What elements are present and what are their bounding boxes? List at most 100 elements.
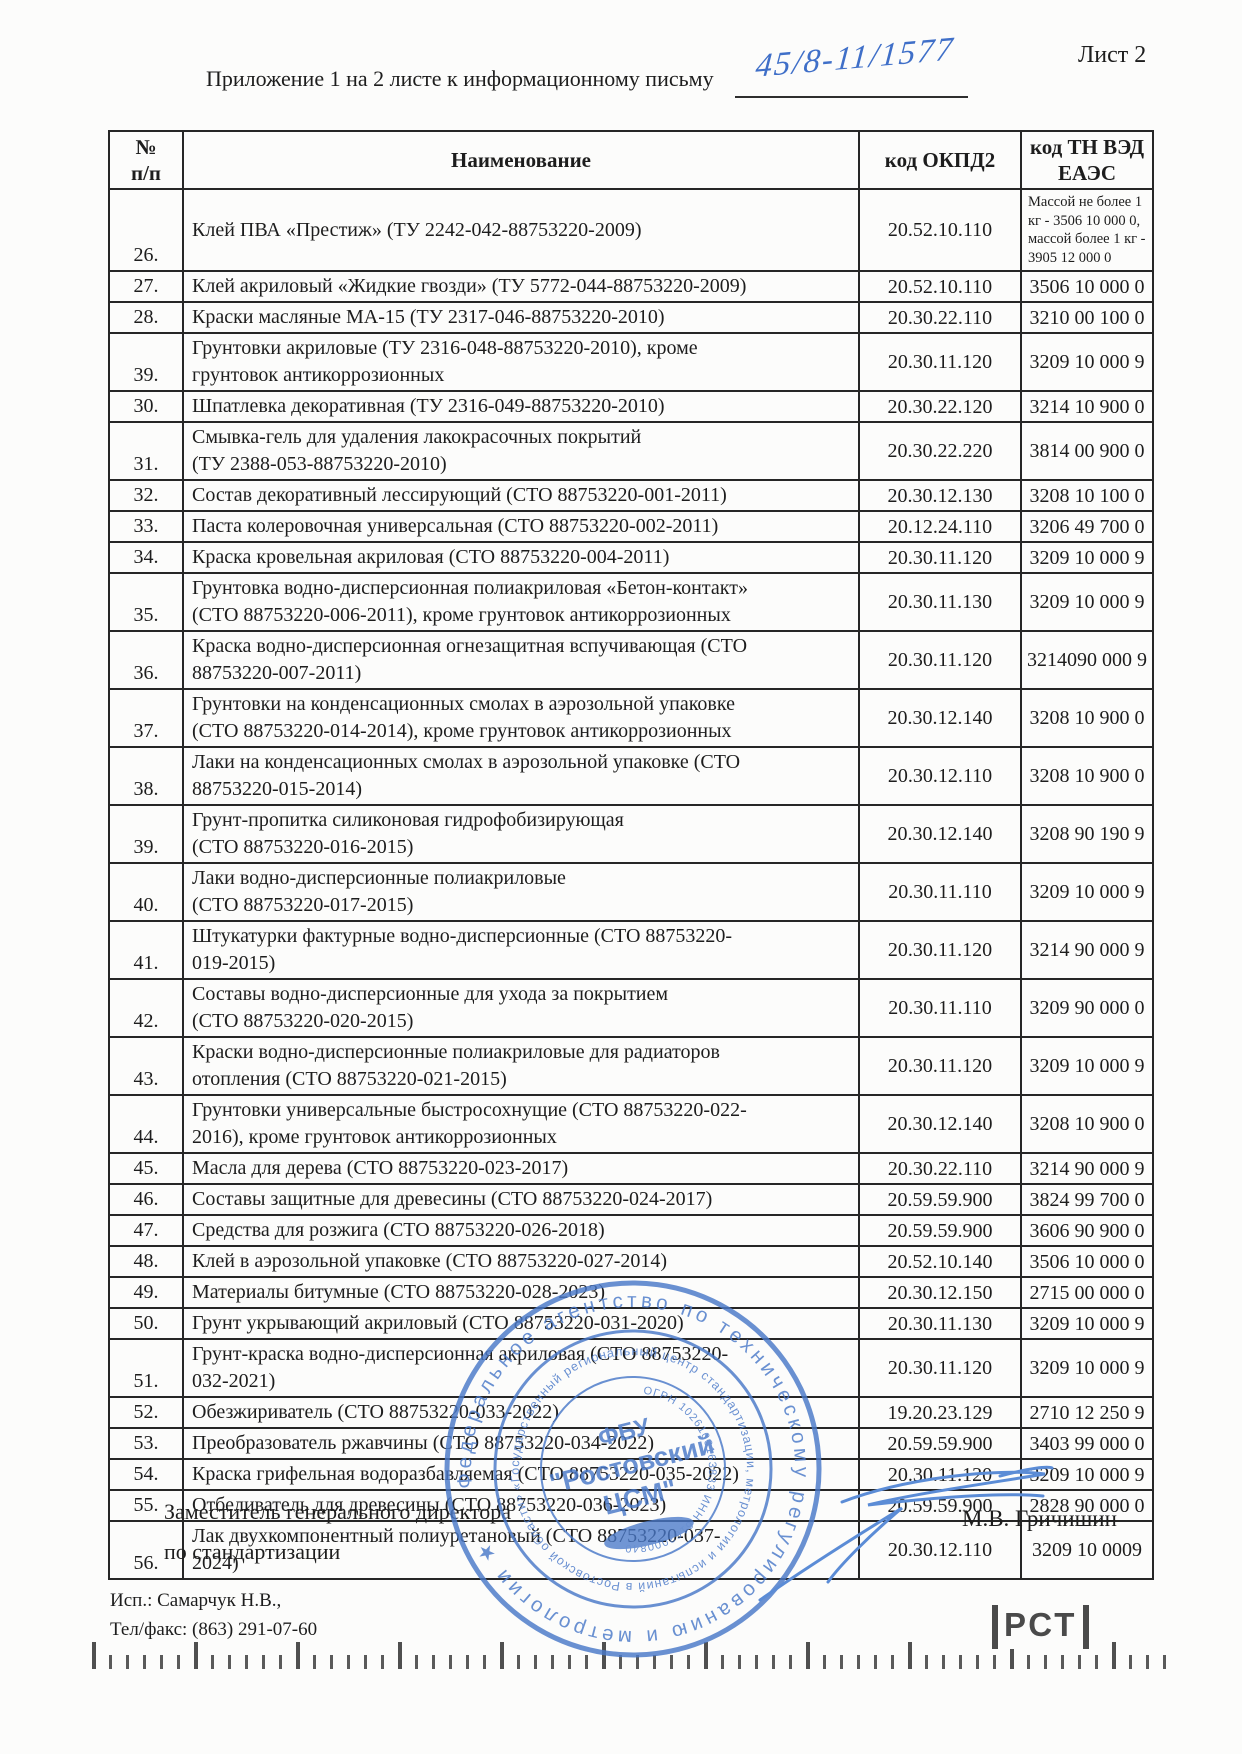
row-product-name: Состав декоративный лессирующий (СТО 887… bbox=[182, 479, 860, 512]
stamp-bottom-badge bbox=[604, 1516, 694, 1550]
row-okpd2-code: 20.59.59.900 bbox=[858, 1183, 1022, 1216]
row-number: 46. bbox=[108, 1183, 184, 1216]
row-product-name: Составы водно-дисперсионные для ухода за… bbox=[182, 978, 860, 1038]
row-okpd2-code: 20.30.12.130 bbox=[858, 479, 1022, 512]
row-okpd2-code: 20.59.59.900 bbox=[858, 1214, 1022, 1247]
row-tnved-code: Массой не более 1 кг - 3506 10 000 0, ма… bbox=[1020, 188, 1154, 272]
row-number: 31. bbox=[108, 421, 184, 481]
row-number: 50. bbox=[108, 1307, 184, 1340]
rst-mark: РСТ bbox=[988, 1605, 1094, 1649]
row-tnved-code: 3814 00 900 0 bbox=[1020, 421, 1154, 481]
row-number: 48. bbox=[108, 1245, 184, 1278]
row-tnved-code: 3214 90 000 9 bbox=[1020, 1152, 1154, 1185]
row-number: 40. bbox=[108, 862, 184, 922]
col-header-okpd: код ОКПД2 bbox=[858, 130, 1022, 190]
row-tnved-code: 3209 10 000 9 bbox=[1020, 862, 1154, 922]
row-tnved-code: 3209 10 000 9 bbox=[1020, 1036, 1154, 1096]
row-product-name: Краска водно-дисперсионная огнезащитная … bbox=[182, 630, 860, 690]
row-product-name: Краска кровельная акриловая (СТО 8875322… bbox=[182, 541, 860, 574]
col-header-name: Наименование bbox=[182, 130, 860, 190]
sheet-label: Лист 2 bbox=[1078, 42, 1147, 68]
table-row: 47. Средства для розжига (СТО 88753220-0… bbox=[108, 1214, 1154, 1247]
table-row: 33. Паста колеровочная универсальная (СТ… bbox=[108, 510, 1154, 543]
table-row: 52. Обезжириватель (СТО 88753220-033-202… bbox=[108, 1396, 1154, 1429]
table-row: 46. Составы защитные для древесины (СТО … bbox=[108, 1183, 1154, 1216]
row-number: 42. bbox=[108, 978, 184, 1038]
table-row: 43. Краски водно-дисперсионные полиакрил… bbox=[108, 1036, 1154, 1096]
row-product-name: Грунтовки универсальные быстросохнущие (… bbox=[182, 1094, 860, 1154]
row-tnved-code: 3209 10 000 9 bbox=[1020, 572, 1154, 632]
row-okpd2-code: 20.30.11.120 bbox=[858, 541, 1022, 574]
row-product-name: Краски масляные МА-15 (ТУ 2317-046-88753… bbox=[182, 301, 860, 334]
row-tnved-code: 3209 10 000 9 bbox=[1020, 1458, 1154, 1491]
row-product-name: Обезжириватель (СТО 88753220-033-2022) bbox=[182, 1396, 860, 1429]
row-number: 52. bbox=[108, 1396, 184, 1429]
row-number: 55. bbox=[108, 1489, 184, 1522]
row-product-name: Грунтовка водно-дисперсионная полиакрило… bbox=[182, 572, 860, 632]
row-number: 56. bbox=[108, 1520, 184, 1580]
table-row: 27. Клей акриловый «Жидкие гвозди» (ТУ 5… bbox=[108, 270, 1154, 303]
table-row: 45. Масла для дерева (СТО 88753220-023-2… bbox=[108, 1152, 1154, 1185]
row-tnved-code: 3824 99 700 0 bbox=[1020, 1183, 1154, 1216]
col-header-tnved: код ТН ВЭД ЕАЭС bbox=[1020, 130, 1154, 190]
table-row: 30. Шпатлевка декоративная (ТУ 2316-049-… bbox=[108, 390, 1154, 423]
row-okpd2-code: 20.30.11.120 bbox=[858, 1338, 1022, 1398]
row-product-name: Составы защитные для древесины (СТО 8875… bbox=[182, 1183, 860, 1216]
row-product-name: Масла для дерева (СТО 88753220-023-2017) bbox=[182, 1152, 860, 1185]
table-row: 39. Грунтовки акриловые (ТУ 2316-048-887… bbox=[108, 332, 1154, 392]
row-product-name: Краски водно-дисперсионные полиакриловые… bbox=[182, 1036, 860, 1096]
table-row: 48. Клей в аэрозольной упаковке (СТО 887… bbox=[108, 1245, 1154, 1278]
row-number: 49. bbox=[108, 1276, 184, 1309]
handwritten-letter-number: 45/8-11/1577 bbox=[754, 31, 956, 85]
row-number: 38. bbox=[108, 746, 184, 806]
row-number: 44. bbox=[108, 1094, 184, 1154]
row-tnved-code: 3214090 000 9 bbox=[1020, 630, 1154, 690]
row-tnved-code: 3209 10 000 9 bbox=[1020, 332, 1154, 392]
row-tnved-code: 3209 10 0009 bbox=[1020, 1520, 1154, 1580]
row-tnved-code: 3210 00 100 0 bbox=[1020, 301, 1154, 334]
row-number: 30. bbox=[108, 390, 184, 423]
row-number: 28. bbox=[108, 301, 184, 334]
row-okpd2-code: 20.30.11.120 bbox=[858, 1458, 1022, 1491]
table-row: 49. Материалы битумные (СТО 88753220-028… bbox=[108, 1276, 1154, 1309]
table-row: 40. Лаки водно-дисперсионные полиакрилов… bbox=[108, 862, 1154, 922]
row-tnved-code: 3606 90 900 0 bbox=[1020, 1214, 1154, 1247]
row-number: 45. bbox=[108, 1152, 184, 1185]
executor-block: Исп.: Самарчук Н.В., Тел/факс: (863) 291… bbox=[110, 1586, 317, 1644]
row-product-name: Клей в аэрозольной упаковке (СТО 8875322… bbox=[182, 1245, 860, 1278]
signatory-title-line2: по стандартизации bbox=[164, 1539, 341, 1564]
row-number: 36. bbox=[108, 630, 184, 690]
row-okpd2-code: 20.30.11.120 bbox=[858, 1036, 1022, 1096]
row-tnved-code: 3206 49 700 0 bbox=[1020, 510, 1154, 543]
row-okpd2-code: 20.52.10.110 bbox=[858, 188, 1022, 272]
letter-number-underline bbox=[735, 96, 968, 98]
row-product-name: Краска грифельная водоразбавляемая (СТО … bbox=[182, 1458, 860, 1491]
row-okpd2-code: 20.30.12.140 bbox=[858, 1094, 1022, 1154]
row-number: 54. bbox=[108, 1458, 184, 1491]
row-number: 47. bbox=[108, 1214, 184, 1247]
row-tnved-code: 3208 90 190 9 bbox=[1020, 804, 1154, 864]
row-number: 39. bbox=[108, 332, 184, 392]
row-product-name: Паста колеровочная универсальная (СТО 88… bbox=[182, 510, 860, 543]
table-row: 53. Преобразователь ржавчины (СТО 887532… bbox=[108, 1427, 1154, 1460]
stamp-middle-circle bbox=[493, 1329, 773, 1609]
row-number: 32. bbox=[108, 479, 184, 512]
row-number: 53. bbox=[108, 1427, 184, 1460]
stamp-outer-circle bbox=[444, 1280, 822, 1658]
table-row: 44. Грунтовки универсальные быстросохнущ… bbox=[108, 1094, 1154, 1154]
row-number: 35. bbox=[108, 572, 184, 632]
rst-bar-left bbox=[992, 1605, 998, 1649]
row-tnved-code: 3208 10 900 0 bbox=[1020, 688, 1154, 748]
row-okpd2-code: 20.30.11.120 bbox=[858, 630, 1022, 690]
table-row: 32. Состав декоративный лессирующий (СТО… bbox=[108, 479, 1154, 512]
rst-bar-right bbox=[1083, 1605, 1090, 1649]
round-stamp: Федеральное агентство по техническому ре… bbox=[416, 1251, 851, 1687]
row-product-name: Штукатурки фактурные водно-дисперсионные… bbox=[182, 920, 860, 980]
row-product-name: Шпатлевка декоративная (ТУ 2316-049-8875… bbox=[182, 390, 860, 423]
row-number: 51. bbox=[108, 1338, 184, 1398]
table-row: 35. Грунтовка водно-дисперсионная полиак… bbox=[108, 572, 1154, 632]
row-number: 37. bbox=[108, 688, 184, 748]
col-header-num: № п/п bbox=[108, 130, 184, 190]
row-tnved-code: 3506 10 000 0 bbox=[1020, 1245, 1154, 1278]
